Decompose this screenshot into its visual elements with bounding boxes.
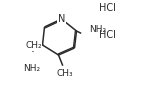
Text: HCl: HCl [99,30,115,40]
Text: N: N [58,14,65,24]
Text: CH₃: CH₃ [56,69,73,78]
Text: CH₂: CH₂ [25,42,42,50]
Text: HCl: HCl [99,3,115,13]
Text: NH₂: NH₂ [90,26,107,34]
Text: NH₂: NH₂ [24,64,41,73]
